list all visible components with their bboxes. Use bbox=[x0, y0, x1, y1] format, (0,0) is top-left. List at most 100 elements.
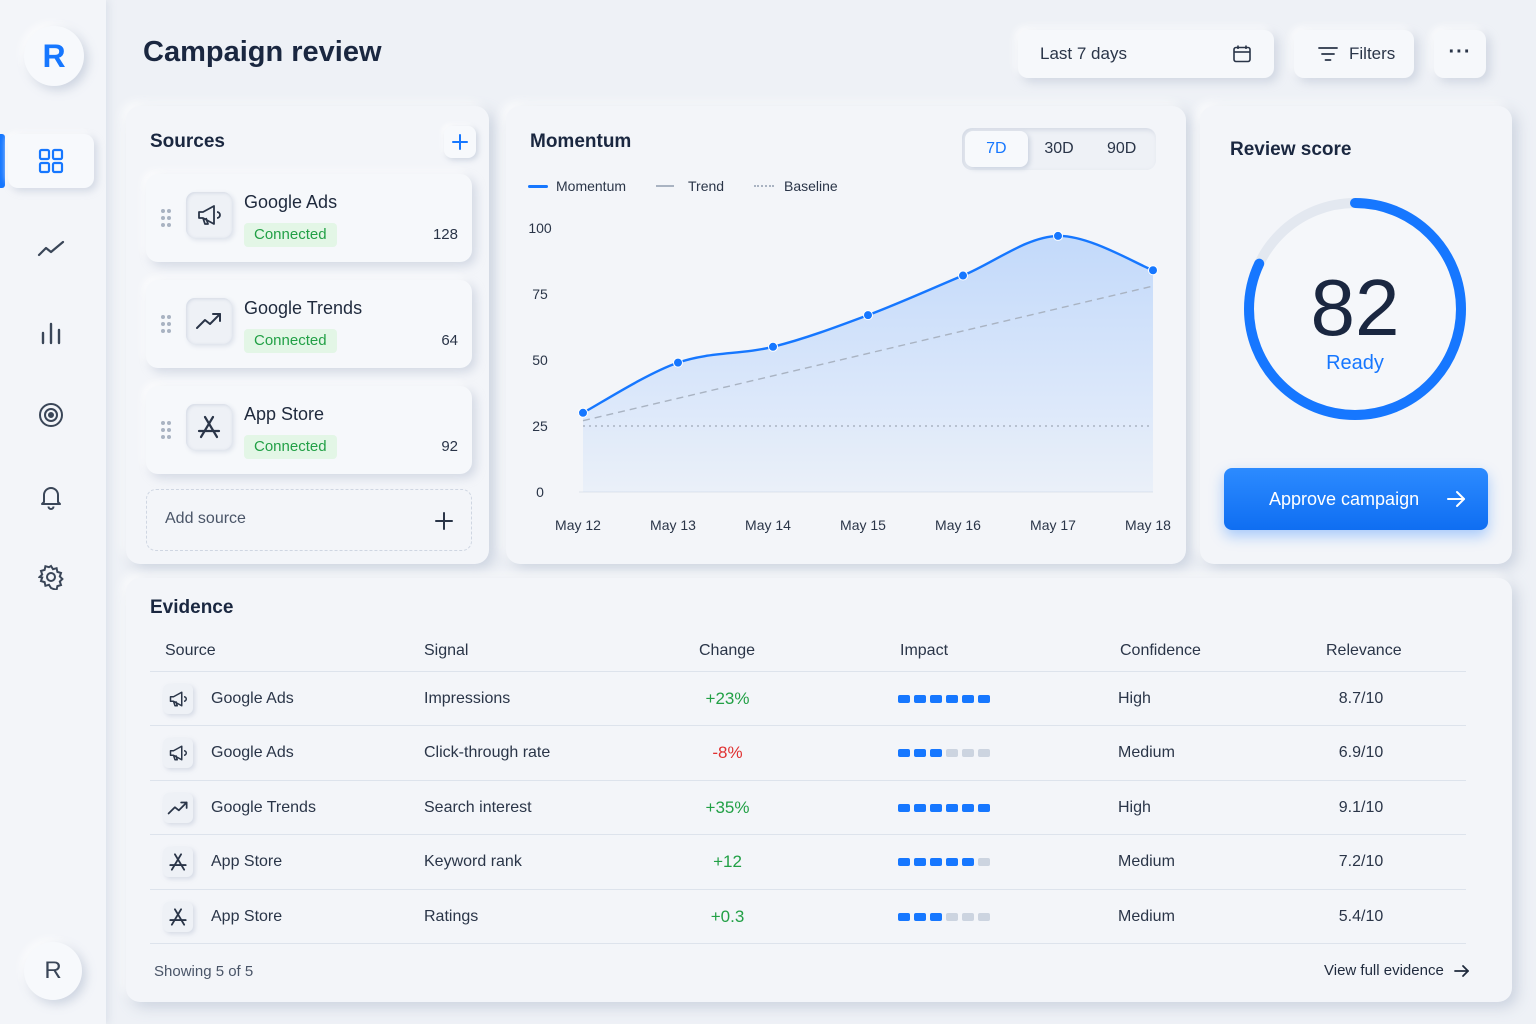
grid-icon bbox=[38, 148, 64, 174]
cell-change: +12 bbox=[713, 852, 742, 872]
trending-up-icon bbox=[167, 801, 188, 815]
add-source-label: Add source bbox=[165, 510, 246, 527]
sidebar-item-settings[interactable] bbox=[8, 550, 94, 604]
impact-bar-segment bbox=[898, 749, 910, 758]
arrow-right-icon bbox=[1447, 491, 1465, 507]
cell-change: +35% bbox=[705, 797, 750, 817]
cell-relevance: 8.7/10 bbox=[1338, 689, 1384, 707]
x-tick-label: May 17 bbox=[1030, 517, 1076, 533]
impact-bar-segment bbox=[962, 858, 974, 867]
source-name: App Store bbox=[244, 404, 325, 424]
date-range-label: Last 7 days bbox=[1040, 44, 1127, 63]
bell-icon bbox=[41, 487, 61, 510]
impact-bar-segment bbox=[962, 749, 974, 758]
table-row[interactable]: App Store Keyword rank +12 Medium 7.2/10 bbox=[150, 836, 1466, 890]
sidebar-item-notifications[interactable] bbox=[8, 470, 94, 524]
approve-campaign-button[interactable]: Approve campaign bbox=[1224, 468, 1488, 530]
table-row[interactable]: App Store Ratings +0.3 Medium 5.4/10 bbox=[150, 890, 1466, 945]
impact-bar-segment bbox=[962, 912, 974, 921]
bar-chart-icon bbox=[41, 322, 61, 345]
evidence-card: Evidence Source Signal Change Impact Con… bbox=[126, 578, 1512, 1002]
legend-baseline: Baseline bbox=[754, 178, 838, 194]
source-item-google-trends[interactable]: Google Trends Connected 64 bbox=[146, 280, 472, 368]
impact-bar-segment bbox=[946, 858, 958, 867]
source-item-google-ads[interactable]: Google Ads Connected 128 bbox=[146, 174, 472, 262]
impact-bars bbox=[898, 694, 990, 703]
cell-source: Google Ads bbox=[211, 689, 294, 707]
source-icon-box bbox=[186, 298, 232, 344]
tab-7d[interactable]: 7D bbox=[965, 131, 1028, 167]
arrow-right-icon bbox=[1453, 964, 1469, 977]
app-logo[interactable]: R bbox=[24, 26, 84, 86]
cell-source: Google Ads bbox=[211, 744, 294, 762]
drag-handle-icon[interactable] bbox=[160, 208, 172, 228]
table-row[interactable]: Google Ads Click-through rate -8% Medium 6.9… bbox=[150, 727, 1466, 781]
source-status-badge: Connected bbox=[244, 329, 337, 353]
trend-series-line bbox=[582, 285, 1154, 422]
view-full-evidence-label: View full evidence bbox=[1324, 962, 1444, 979]
legend-label: Baseline bbox=[784, 178, 838, 194]
table-row[interactable]: Google Trends Search interest +35% High 9.1/… bbox=[150, 781, 1466, 836]
row-source-icon-box bbox=[163, 683, 193, 714]
sidebar-item-dashboard[interactable] bbox=[8, 134, 94, 188]
filters-button[interactable]: Filters bbox=[1294, 30, 1414, 78]
impact-bars bbox=[898, 749, 990, 758]
cell-change: +0.3 bbox=[710, 906, 745, 926]
impact-bar-segment bbox=[914, 749, 926, 758]
impact-bars bbox=[898, 803, 990, 812]
nav-active-indicator bbox=[0, 134, 5, 188]
impact-bar-segment bbox=[898, 912, 910, 921]
view-full-evidence-link[interactable]: View full evidence bbox=[1324, 962, 1470, 979]
source-name: Google Ads bbox=[244, 192, 338, 212]
sidebar-item-analytics[interactable] bbox=[8, 306, 94, 360]
momentum-chart: 0 25 50 75 100 May 12 May 13 May 14 May 15 May 16… bbox=[528, 220, 1171, 533]
more-options-button[interactable]: ··· bbox=[1434, 30, 1486, 78]
source-count: 64 bbox=[441, 332, 458, 349]
filter-icon bbox=[1318, 47, 1338, 61]
avatar-letter: R bbox=[44, 957, 62, 984]
drag-handle-icon[interactable] bbox=[160, 314, 172, 334]
review-score-card: Review score 82 Ready Approve campaign bbox=[1200, 106, 1512, 564]
logo-letter: R bbox=[42, 37, 66, 74]
sidebar-item-targets[interactable] bbox=[8, 388, 94, 442]
legend-label: Momentum bbox=[556, 178, 627, 194]
source-item-app-store[interactable]: App Store Connected 92 bbox=[146, 386, 472, 474]
cell-relevance: 5.4/10 bbox=[1338, 907, 1384, 925]
impact-bar-segment bbox=[930, 912, 942, 921]
y-tick-label: 50 bbox=[532, 352, 548, 368]
cell-confidence: High bbox=[1118, 689, 1151, 707]
impact-bar-segment bbox=[914, 858, 926, 867]
add-source-button[interactable]: Add source bbox=[146, 489, 472, 551]
cell-signal: Impressions bbox=[424, 689, 511, 707]
source-status-badge: Connected bbox=[244, 223, 337, 247]
table-row[interactable]: Google Ads Impressions +23% High 8.7/10 bbox=[150, 672, 1466, 726]
impact-bar-segment bbox=[978, 803, 990, 812]
page-title: Campaign review bbox=[143, 36, 382, 68]
add-source-icon-button[interactable] bbox=[444, 126, 476, 158]
cell-source: Google Trends bbox=[211, 798, 316, 816]
sources-card: Sources Google Ads Connected 128 Google … bbox=[126, 106, 489, 564]
momentum-title: Momentum bbox=[530, 131, 632, 152]
source-name: Google Trends bbox=[244, 298, 363, 318]
impact-bar-segment bbox=[978, 694, 990, 703]
more-icon: ··· bbox=[1448, 40, 1472, 63]
impact-bar-segment bbox=[930, 858, 942, 867]
user-avatar[interactable]: R bbox=[24, 942, 82, 1000]
sidebar-item-trends[interactable] bbox=[8, 222, 94, 276]
momentum-data-point bbox=[958, 270, 968, 281]
impact-bar-segment bbox=[946, 749, 958, 758]
row-source-icon-box bbox=[163, 792, 193, 823]
momentum-area bbox=[583, 235, 1153, 492]
megaphone-icon bbox=[198, 205, 221, 225]
legend-trend: Trend bbox=[656, 178, 724, 194]
impact-bar-segment bbox=[930, 749, 942, 758]
drag-handle-icon[interactable] bbox=[160, 420, 172, 440]
source-icon-box bbox=[186, 404, 232, 450]
gear-icon bbox=[38, 564, 64, 590]
date-range-picker[interactable]: Last 7 days bbox=[1018, 30, 1274, 78]
impact-bar-segment bbox=[898, 858, 910, 867]
tab-90d[interactable]: 90D bbox=[1107, 140, 1137, 157]
cell-relevance: 9.1/10 bbox=[1338, 798, 1384, 816]
tab-30d[interactable]: 30D bbox=[1044, 140, 1074, 157]
x-tick-label: May 18 bbox=[1125, 517, 1171, 533]
